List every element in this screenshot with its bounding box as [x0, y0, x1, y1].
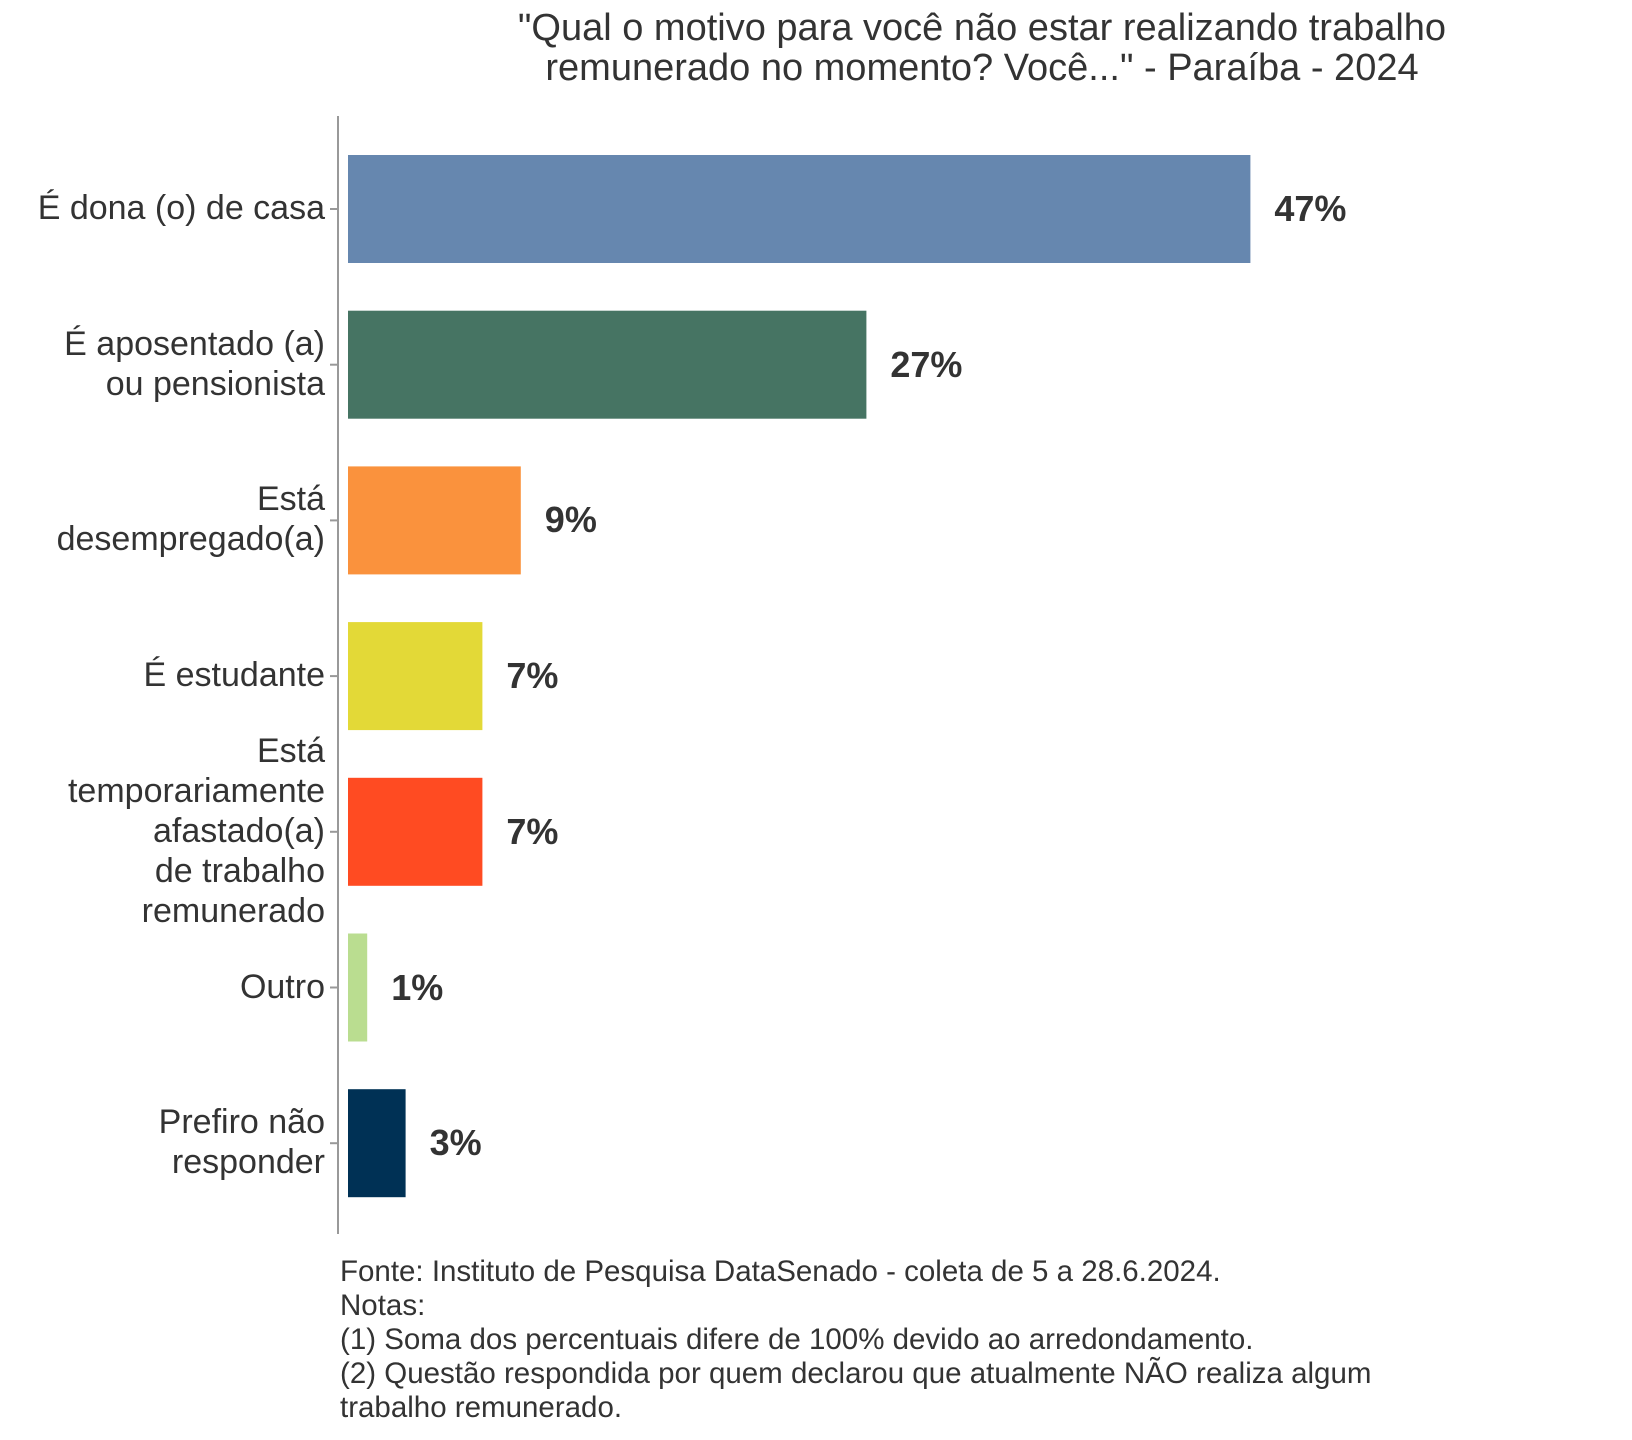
y-tick-label-line: É aposentado (a)	[64, 324, 325, 363]
y-tick-label-line: afastado(a)	[153, 811, 325, 850]
data-label: 9%	[544, 499, 597, 541]
y-tick-label: É aposentado (a) ou pensionista	[64, 324, 325, 404]
y-tick-label: Prefiro não responder	[159, 1102, 325, 1182]
bar	[348, 466, 521, 575]
y-tick-label-line: Outro	[239, 967, 325, 1006]
y-tick-label: Outro	[240, 967, 325, 1007]
chart-title-line-1: "Qual o motivo para você não estar reali…	[517, 7, 1447, 49]
y-tick-label-line: É dona (o) de casa	[37, 189, 325, 227]
data-label: 1%	[391, 966, 444, 1008]
footer-note-2: (2) Questão respondida por quem declarou…	[340, 1357, 1372, 1390]
footer-notes-heading: Notas:	[340, 1289, 426, 1322]
data-label: 47%	[1274, 188, 1347, 229]
footer-note-2-cont: trabalho remunerado.	[340, 1391, 623, 1424]
data-label: 7%	[506, 810, 559, 852]
y-tick-label-line: desempregado(a)	[56, 520, 325, 559]
bar	[348, 1089, 406, 1198]
bar	[348, 777, 483, 886]
bar	[348, 933, 368, 1042]
bar	[348, 622, 483, 731]
chart-footer: Fonte: Instituto de Pesquisa DataSenado …	[340, 1255, 1590, 1425]
y-tick-label-line: remunerado	[141, 891, 325, 930]
bars-group	[348, 155, 1251, 1198]
y-tick-label: Está temporariamente afastado(a) de trabalh…	[68, 731, 325, 931]
y-tick-label: É dona (o) de casa	[38, 188, 325, 228]
y-tick-label-line: É estudante	[143, 656, 325, 695]
chart-title-line-2: remunerado no momento? Você..." - Paraíb…	[545, 47, 1419, 89]
y-tick-label-line: Prefiro não	[158, 1103, 325, 1142]
y-tick-label-line: Está	[256, 480, 325, 519]
y-tick-label-line: de trabalho	[154, 851, 325, 890]
y-tick-label: É estudante	[144, 655, 325, 695]
y-tick-label-line: ou pensionista	[105, 364, 325, 403]
y-tick-label-line: temporariamente	[67, 771, 325, 810]
y-tick-label: Está desempregado(a)	[57, 479, 325, 559]
y-ticks-group	[330, 208, 338, 1145]
bar	[348, 155, 1251, 263]
y-tick-label-line: Está	[256, 731, 325, 770]
footer-source: Fonte: Instituto de Pesquisa DataSenado …	[340, 1255, 1221, 1288]
chart-title: "Qual o motivo para você não estar reali…	[400, 8, 1564, 88]
bar	[348, 310, 867, 419]
footer-note-1: (1) Soma dos percentuais difere de 100% …	[340, 1323, 1254, 1356]
y-tick-label-line: responder	[171, 1143, 325, 1182]
data-label: 7%	[506, 655, 559, 697]
data-label: 27%	[890, 343, 963, 385]
data-label: 3%	[429, 1122, 482, 1164]
